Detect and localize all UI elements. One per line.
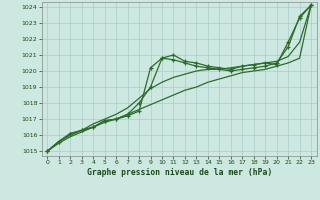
X-axis label: Graphe pression niveau de la mer (hPa): Graphe pression niveau de la mer (hPa) (87, 168, 272, 177)
